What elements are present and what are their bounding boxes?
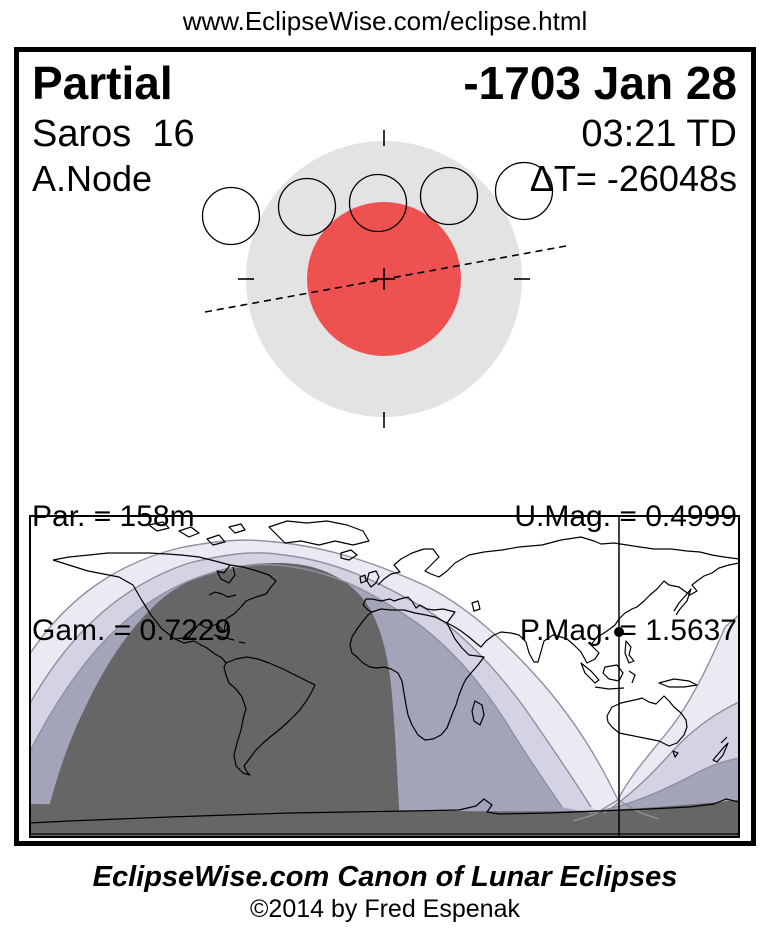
zone-entire-eclipse-visible	[49, 563, 399, 820]
penumbral-magnitude-value: P.Mag. = 1.5637	[519, 614, 737, 647]
delta-t-label: ΔT= -26048s	[529, 158, 737, 199]
partial-duration-value: Par. = 158m	[32, 500, 195, 533]
stats-right-column: U.Mag. = 0.4999 P.Mag. = 1.5637	[514, 422, 737, 688]
moon-position-circle	[494, 161, 554, 221]
continent-coastlines	[29, 520, 740, 835]
map-frame	[29, 515, 740, 838]
stats-left-column: Par. = 158m Gam. = 0.7229	[32, 422, 231, 688]
eclipse-type-label: Partial	[32, 57, 173, 109]
zone-boundary-curves	[29, 539, 740, 822]
shadow-diagram	[201, 130, 567, 428]
umbral-magnitude-value: U.Mag. = 0.4999	[514, 500, 737, 533]
node-type-label: A.Node	[32, 158, 153, 199]
moon-position-circles	[201, 161, 554, 246]
greatest-eclipse-time-label: 03:21 TD	[581, 113, 737, 155]
canon-title: EclipseWise.com Canon of Lunar Eclipses	[92, 861, 678, 893]
moon-position-circle	[201, 186, 261, 246]
plate-border-box	[14, 47, 756, 846]
zenith-point-dot	[614, 627, 624, 637]
zone-antarctic-dark-band	[29, 800, 739, 838]
eclipse-date-label: -1703 Jan 28	[463, 57, 737, 109]
moon-position-circle	[348, 173, 408, 233]
moon-position-circle	[277, 177, 337, 237]
saros-series-label: Saros 16	[32, 113, 195, 155]
visibility-world-map	[29, 515, 740, 838]
axis-ticks	[238, 130, 530, 428]
shadow-center-cross	[373, 268, 395, 290]
copyright-line: ©2014 by Fred Espenak	[250, 895, 520, 923]
site-url-caption: www.EclipseWise.com/eclipse.html	[182, 6, 588, 36]
moon-position-circle	[419, 166, 479, 226]
gamma-value: Gam. = 0.7229	[32, 614, 232, 647]
